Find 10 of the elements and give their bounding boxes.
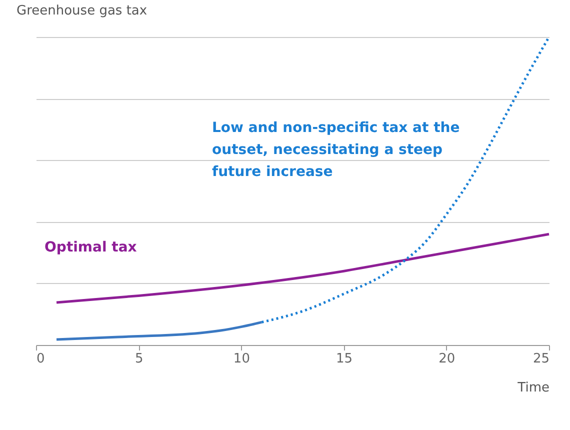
x-tick-label: 25 — [532, 352, 550, 366]
x-tick-label: 0 — [36, 352, 45, 366]
x-tick-label: 15 — [336, 352, 353, 366]
x-tick-label: 20 — [438, 352, 456, 366]
y-axis-title: Greenhouse gas tax — [16, 4, 148, 18]
x-tick-label: 5 — [134, 352, 144, 366]
x-axis-title: Time — [516, 380, 550, 396]
x-tick-label: 10 — [233, 352, 250, 366]
text: Optimal tax — [44, 239, 137, 256]
annotation: Low and non-specific tax at the outset, necessitating a steep future increase — [212, 120, 460, 180]
